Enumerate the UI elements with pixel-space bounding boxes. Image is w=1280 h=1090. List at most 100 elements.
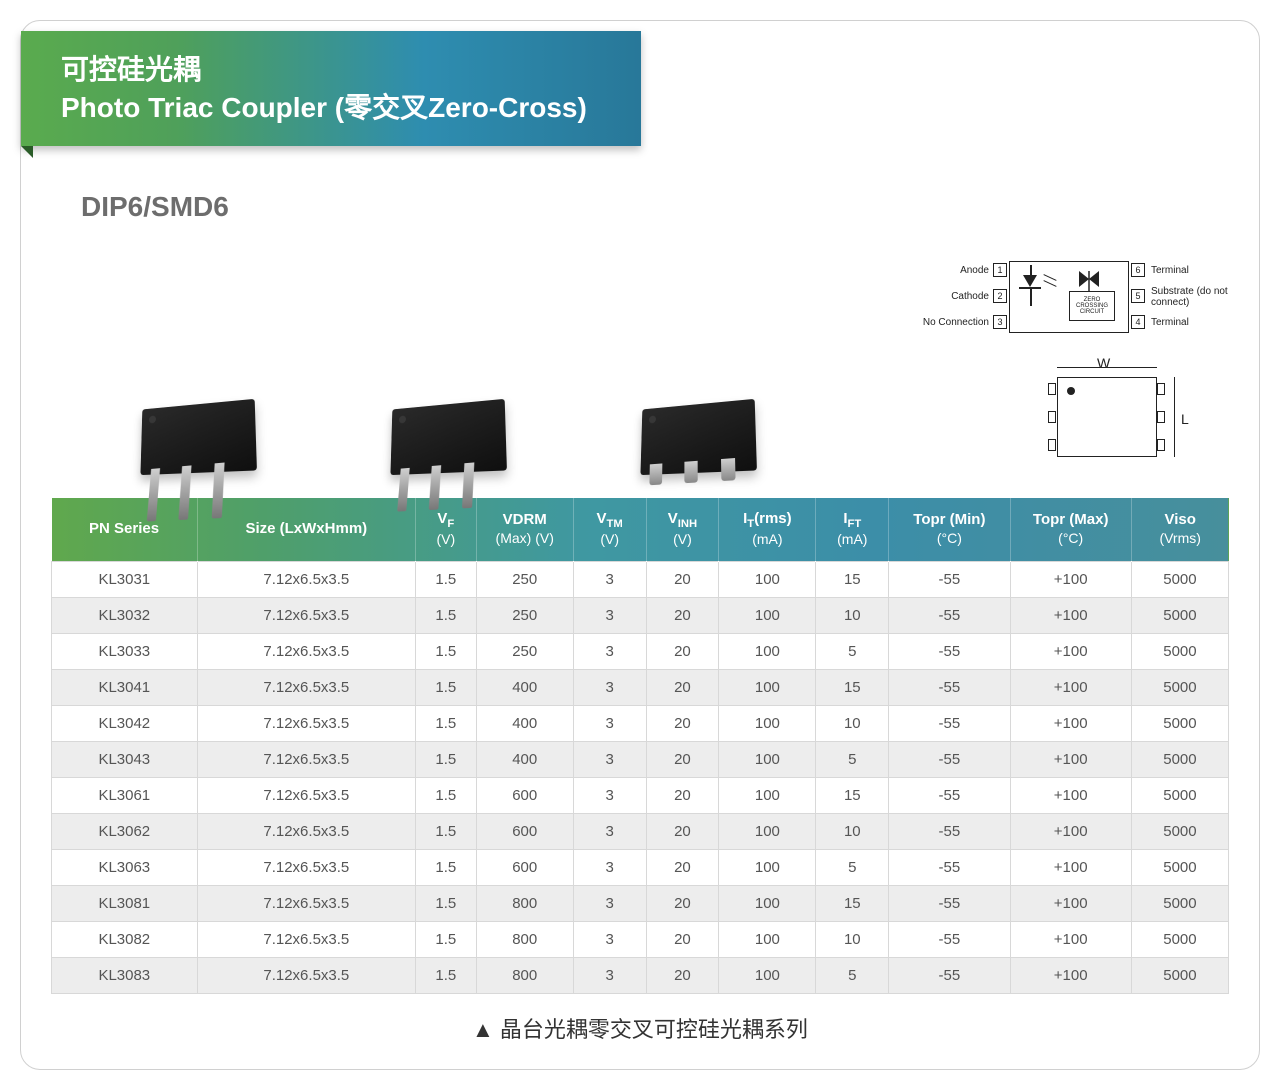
cell-it: 100 xyxy=(719,705,816,741)
cell-size: 7.12x6.5x3.5 xyxy=(197,777,415,813)
col-tmin: Topr (Min)(°C) xyxy=(889,498,1010,561)
col-vdrm: VDRM(Max) (V) xyxy=(476,498,573,561)
cell-viso: 5000 xyxy=(1131,885,1228,921)
cell-ift: 5 xyxy=(816,849,889,885)
cell-tmin: -55 xyxy=(889,633,1010,669)
table-row: KL30427.12x6.5x3.51.540032010010-55+1005… xyxy=(52,705,1229,741)
cell-viso: 5000 xyxy=(1131,957,1228,993)
cell-viso: 5000 xyxy=(1131,633,1228,669)
col-ift: IFT(mA) xyxy=(816,498,889,561)
cell-tmin: -55 xyxy=(889,885,1010,921)
cell-vtm: 3 xyxy=(573,885,646,921)
cell-size: 7.12x6.5x3.5 xyxy=(197,885,415,921)
cell-pn: KL3033 xyxy=(52,633,198,669)
cell-tmax: +100 xyxy=(1010,561,1131,597)
cell-size: 7.12x6.5x3.5 xyxy=(197,705,415,741)
cell-vinh: 20 xyxy=(646,921,719,957)
cell-vinh: 20 xyxy=(646,885,719,921)
table-row: KL30637.12x6.5x3.51.56003201005-55+10050… xyxy=(52,849,1229,885)
cell-vinh: 20 xyxy=(646,957,719,993)
cell-vf: 1.5 xyxy=(416,669,477,705)
pin-3-label: No Connection xyxy=(919,317,989,328)
cell-viso: 5000 xyxy=(1131,741,1228,777)
pin-1-label: Anode xyxy=(919,265,989,276)
cell-vdrm: 600 xyxy=(476,849,573,885)
cell-tmin: -55 xyxy=(889,957,1010,993)
cell-ift: 15 xyxy=(816,561,889,597)
cell-vf: 1.5 xyxy=(416,561,477,597)
cell-vdrm: 800 xyxy=(476,885,573,921)
dimension-drawing: W L xyxy=(1029,353,1199,473)
table-row: KL30837.12x6.5x3.51.58003201005-55+10050… xyxy=(52,957,1229,993)
cell-vinh: 20 xyxy=(646,597,719,633)
cell-pn: KL3041 xyxy=(52,669,198,705)
cell-tmin: -55 xyxy=(889,813,1010,849)
cell-vtm: 3 xyxy=(573,813,646,849)
cell-size: 7.12x6.5x3.5 xyxy=(197,597,415,633)
cell-vf: 1.5 xyxy=(416,633,477,669)
cell-vdrm: 600 xyxy=(476,777,573,813)
cell-vf: 1.5 xyxy=(416,885,477,921)
cell-it: 100 xyxy=(719,813,816,849)
cell-ift: 15 xyxy=(816,777,889,813)
cell-ift: 15 xyxy=(816,669,889,705)
cell-pn: KL3032 xyxy=(52,597,198,633)
dim-label-w: W xyxy=(1097,355,1110,371)
cell-size: 7.12x6.5x3.5 xyxy=(197,849,415,885)
cell-viso: 5000 xyxy=(1131,669,1228,705)
cell-pn: KL3042 xyxy=(52,705,198,741)
cell-pn: KL3062 xyxy=(52,813,198,849)
cell-vtm: 3 xyxy=(573,597,646,633)
cell-vinh: 20 xyxy=(646,777,719,813)
cell-pn: KL3083 xyxy=(52,957,198,993)
cell-tmax: +100 xyxy=(1010,777,1131,813)
chip-image-dip6-a xyxy=(111,323,281,473)
cell-it: 100 xyxy=(719,741,816,777)
cell-it: 100 xyxy=(719,849,816,885)
cell-vdrm: 400 xyxy=(476,705,573,741)
pin-2: 2 xyxy=(993,289,1007,303)
table-row: KL30437.12x6.5x3.51.54003201005-55+10050… xyxy=(52,741,1229,777)
cell-vdrm: 600 xyxy=(476,813,573,849)
cell-vdrm: 800 xyxy=(476,921,573,957)
cell-tmax: +100 xyxy=(1010,885,1131,921)
cell-vdrm: 400 xyxy=(476,741,573,777)
cell-vf: 1.5 xyxy=(416,849,477,885)
cell-vf: 1.5 xyxy=(416,777,477,813)
cell-tmin: -55 xyxy=(889,561,1010,597)
pin-5: 5 xyxy=(1131,289,1145,303)
cell-viso: 5000 xyxy=(1131,813,1228,849)
cell-tmax: +100 xyxy=(1010,597,1131,633)
cell-vtm: 3 xyxy=(573,561,646,597)
cell-vdrm: 250 xyxy=(476,561,573,597)
cell-vtm: 3 xyxy=(573,777,646,813)
cell-size: 7.12x6.5x3.5 xyxy=(197,561,415,597)
cell-ift: 10 xyxy=(816,921,889,957)
cell-vdrm: 400 xyxy=(476,669,573,705)
cell-viso: 5000 xyxy=(1131,849,1228,885)
pin-6: 6 xyxy=(1131,263,1145,277)
col-vinh: VINH(V) xyxy=(646,498,719,561)
cell-vtm: 3 xyxy=(573,957,646,993)
cell-pn: KL3031 xyxy=(52,561,198,597)
table-row: KL30627.12x6.5x3.51.560032010010-55+1005… xyxy=(52,813,1229,849)
cell-vinh: 20 xyxy=(646,669,719,705)
table-row: KL30327.12x6.5x3.51.525032010010-55+1005… xyxy=(52,597,1229,633)
cell-vinh: 20 xyxy=(646,705,719,741)
chip-image-dip6-b xyxy=(361,323,531,473)
cell-vf: 1.5 xyxy=(416,957,477,993)
cell-tmax: +100 xyxy=(1010,633,1131,669)
pin-4-label: Terminal xyxy=(1151,317,1231,328)
cell-size: 7.12x6.5x3.5 xyxy=(197,669,415,705)
cell-tmin: -55 xyxy=(889,597,1010,633)
cell-ift: 15 xyxy=(816,885,889,921)
package-subhead: DIP6/SMD6 xyxy=(81,191,1229,223)
dim-label-l: L xyxy=(1181,411,1189,427)
cell-tmax: +100 xyxy=(1010,921,1131,957)
cell-pn: KL3081 xyxy=(52,885,198,921)
cell-tmax: +100 xyxy=(1010,741,1131,777)
pin-5-label: Substrate (do not connect) xyxy=(1151,286,1231,308)
pin-4: 4 xyxy=(1131,315,1145,329)
cell-it: 100 xyxy=(719,957,816,993)
cell-vdrm: 800 xyxy=(476,957,573,993)
